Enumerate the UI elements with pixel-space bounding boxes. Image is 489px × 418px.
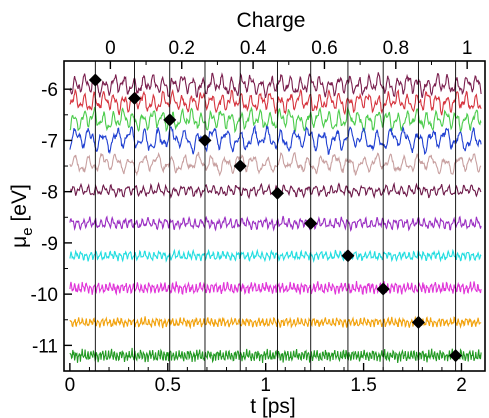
y-axis-title-unit: [eV] [8,184,31,227]
charge-marker [233,159,247,173]
plot-frame [63,60,486,372]
top-tick-label: 0.4 [240,38,267,59]
y-tick-label: -11 [32,336,58,357]
series-line [69,88,482,116]
x-axis-title: t [ps] [250,395,296,418]
y-tick-label: -10 [31,285,58,306]
series-line [69,151,482,177]
charge-marker [163,113,177,127]
y-axis-title-subscript: e [19,227,36,235]
y-tick-label: -9 [41,234,58,255]
y-axis-title: μe [eV] [8,184,36,248]
y-axis-title-symbol: μ [8,236,31,248]
x-tick-label: 2 [456,375,467,396]
series-line [69,347,482,364]
top-tick-label: 0.6 [311,38,337,59]
top-axis-title: Charge [237,9,306,32]
series-markers [88,61,463,371]
y-tick-label: -7 [41,131,58,152]
top-tick-label: 0 [105,38,116,59]
charge-marker [304,216,318,230]
y-tick-label: -6 [41,80,58,101]
series-line [69,72,482,99]
series-line [69,248,482,263]
y-tick-label: -8 [41,183,58,204]
series-line [69,215,482,232]
charge-marker [270,186,284,200]
charge-marker [127,91,141,105]
charge-marker [411,315,425,329]
charge-marker [449,349,463,363]
x-tick-label: 0 [65,375,76,396]
series-line [69,280,482,296]
x-tick-label: 1 [260,375,271,396]
charge-marker [198,133,212,147]
charge-marker [88,73,102,87]
top-tick-label: 0.2 [169,38,195,59]
top-tick-label: 1 [462,38,473,59]
x-tick-label: 0.5 [155,375,181,396]
axis-ticks: 0 0.5 1 1.5 2 -6 -7 -8 -9 -10 -11 0 0.2 0.4 0.6 0.8 1 [31,38,473,396]
top-tick-label: 0.8 [383,38,409,59]
series-line [69,105,482,134]
series-line [69,124,482,155]
charge-marker [376,282,390,296]
charge-marker [341,249,355,263]
x-tick-label: 1.5 [350,375,376,396]
series-line [69,181,482,200]
